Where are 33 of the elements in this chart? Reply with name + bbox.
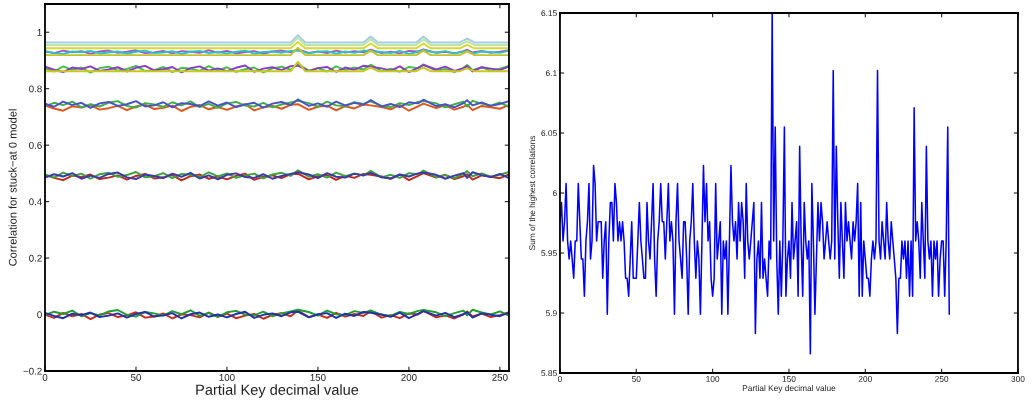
y-axis-title: Correlation for stuck−at 0 model [8, 109, 17, 266]
line-series [45, 41, 509, 50]
x-tick-label: 50 [130, 374, 141, 381]
y-tick-label: 6.15 [541, 10, 557, 17]
y-axis-title: Sum of the highest correlations [529, 135, 537, 251]
y-tick-label: 5.95 [541, 250, 557, 257]
x-tick-label: 150 [310, 374, 326, 381]
x-tick-label: 50 [632, 376, 641, 382]
x-axis-title: Partial Key decimal value [196, 384, 359, 398]
y-tick-label: 6.1 [546, 70, 557, 77]
y-tick-label: 0 [37, 311, 42, 319]
x-tick-label: 0 [42, 374, 48, 381]
x-tick-label: 200 [401, 374, 417, 381]
y-tick-label: 5.85 [541, 370, 557, 377]
y-tick-label: 0.4 [29, 198, 42, 206]
x-tick-label: 0 [557, 376, 562, 382]
y-tick-label: 0.2 [29, 254, 42, 262]
y-tick-label: 6 [552, 190, 557, 197]
x-tick-label: 100 [219, 374, 235, 381]
x-tick-label: 200 [858, 376, 872, 382]
y-tick-label: 5.9 [545, 310, 557, 317]
y-tick-label: 1 [37, 29, 42, 36]
y-tick-label: −0.2 [23, 367, 42, 375]
x-tick-label: 100 [706, 376, 720, 382]
x-tick-label: 150 [782, 376, 796, 382]
x-axis-title: Partial Key decimal value [742, 384, 836, 393]
x-tick-label: 300 [1011, 376, 1025, 382]
x-tick-label: 250 [935, 376, 949, 382]
y-tick-label: 0.6 [29, 141, 42, 149]
line-series [559, 13, 951, 355]
y-tick-label: 0.8 [29, 85, 42, 93]
x-tick-label: 250 [492, 374, 508, 381]
y-tick-label: 6.05 [541, 130, 557, 137]
